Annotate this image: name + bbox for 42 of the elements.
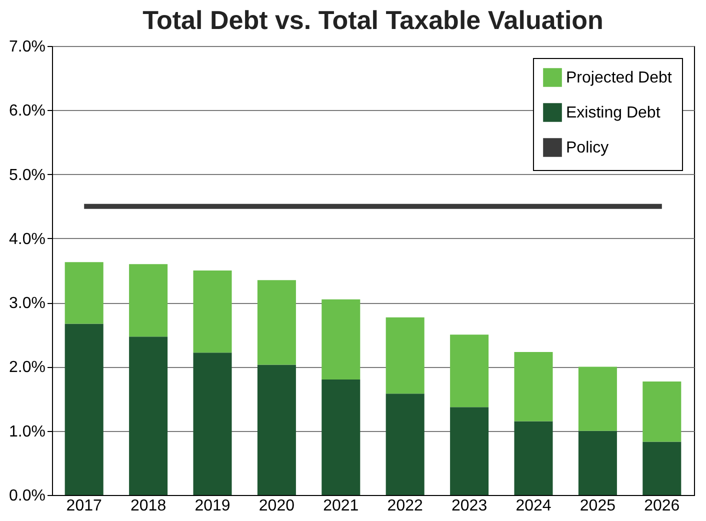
legend-label: Policy xyxy=(566,140,609,156)
x-tick-label: 2021 xyxy=(323,498,359,514)
bar xyxy=(322,380,360,495)
bar xyxy=(193,352,232,495)
x-tick-label: 2018 xyxy=(130,498,166,514)
y-tick-label: 5.0% xyxy=(9,166,46,184)
bar xyxy=(193,270,232,353)
x-tick-label: 2025 xyxy=(580,498,616,514)
bar xyxy=(642,442,682,495)
y-tick-label: 4.0% xyxy=(9,230,46,248)
bar xyxy=(386,394,424,495)
bar xyxy=(386,317,424,394)
legend-label: Projected Debt xyxy=(566,70,672,86)
bar xyxy=(450,407,489,495)
bar xyxy=(64,324,104,495)
x-tick-label: 2024 xyxy=(516,498,552,514)
bar xyxy=(129,264,168,337)
x-tick-label: 2026 xyxy=(644,498,680,514)
bar xyxy=(322,299,360,380)
bar xyxy=(514,421,553,495)
legend-label: Existing Debt xyxy=(566,104,661,122)
bar xyxy=(642,381,682,442)
bar xyxy=(514,352,553,422)
y-tick-label: 1.0% xyxy=(9,423,46,440)
bar xyxy=(64,262,104,324)
bar xyxy=(257,364,296,495)
y-tick-label: 0.0% xyxy=(9,488,46,504)
bar xyxy=(578,366,617,431)
bar xyxy=(129,336,168,495)
x-tick-label: 2023 xyxy=(452,498,488,514)
chart-title: Total Debt vs. Total Taxable Valuation xyxy=(142,5,604,35)
y-tick-label: 6.0% xyxy=(9,102,46,120)
y-tick-label: 2.0% xyxy=(9,359,46,376)
bar xyxy=(578,430,617,495)
x-tick-label: 2022 xyxy=(387,498,423,514)
y-tick-label: 3.0% xyxy=(9,295,46,312)
bar xyxy=(450,334,489,408)
y-tick-label: 7.0% xyxy=(9,38,46,56)
x-tick-label: 2020 xyxy=(258,498,295,514)
x-tick-label: 2017 xyxy=(66,498,102,514)
x-tick-label: 2019 xyxy=(194,498,230,514)
bar xyxy=(257,280,296,365)
